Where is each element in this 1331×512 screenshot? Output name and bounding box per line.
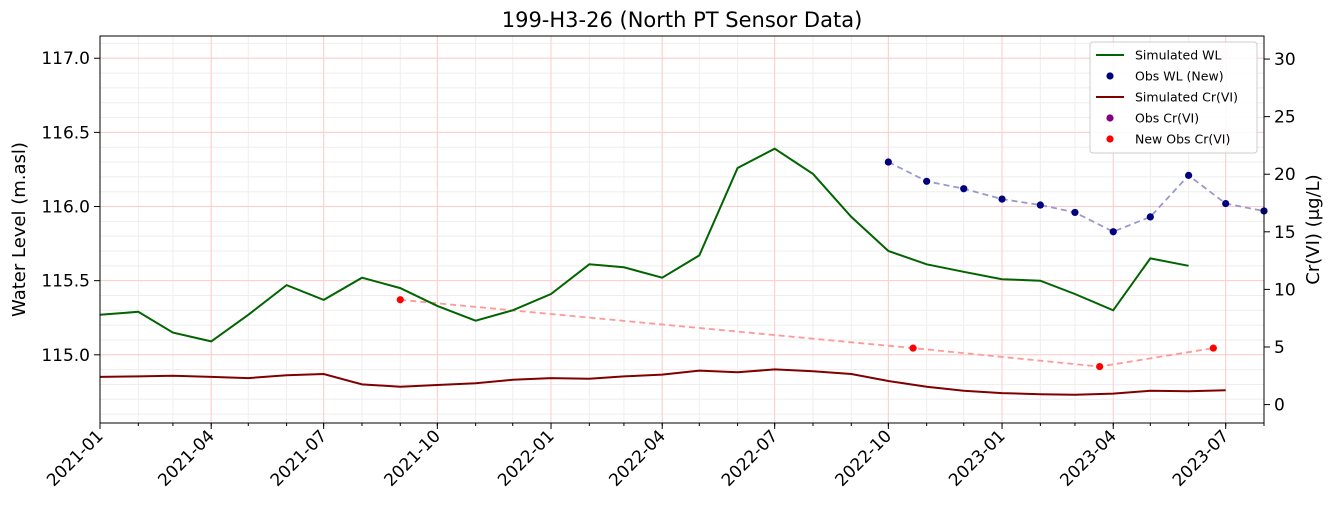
legend-label: Simulated Cr(VI): [1135, 90, 1238, 105]
data-point: [1146, 213, 1154, 221]
data-point: [1222, 199, 1230, 208]
x-tick-label: 2023-07: [1169, 426, 1233, 490]
data-point: [396, 296, 404, 304]
legend: Simulated WL Obs WL (New) Simulated Cr(VI)…: [1089, 41, 1258, 154]
legend-box: [1089, 41, 1258, 154]
y-right-tick-label: 25: [1274, 108, 1296, 128]
x-tick-label: 2022-10: [832, 426, 896, 490]
legend-label: New Obs Cr(VI): [1135, 132, 1230, 147]
legend-label: Obs WL (New): [1135, 69, 1224, 84]
y-left-tick-label: 116.0: [41, 198, 90, 218]
y-right-tick-label: 0: [1274, 396, 1285, 416]
x-tick-label: 2023-01: [945, 426, 1009, 490]
legend-label: Obs Cr(VI): [1135, 111, 1199, 126]
y-right-tick-label: 10: [1274, 280, 1296, 300]
legend-label: Simulated WL: [1135, 48, 1221, 63]
y-right-tick-label: 30: [1274, 50, 1296, 70]
legend-swatch-dot: [1106, 72, 1114, 80]
data-point: [960, 185, 968, 193]
y-right-tick-label: 15: [1274, 223, 1296, 243]
legend-swatch-dot: [1106, 135, 1114, 143]
grid: [99, 36, 1265, 423]
x-tick-label: 2022-07: [718, 426, 782, 490]
x-tick-label: 2023-04: [1056, 426, 1120, 490]
plot-series: [99, 147, 1268, 396]
series-line: [99, 368, 1226, 396]
x-tick-label: 2021-01: [43, 426, 107, 490]
data-point: [1071, 208, 1079, 217]
x-tick-label: 2021-04: [154, 426, 218, 490]
plot-frame: [99, 35, 1265, 424]
data-point: [998, 195, 1006, 203]
x-tick-label: 2021-10: [381, 426, 445, 490]
legend-swatch-dot: [1106, 114, 1114, 122]
y-right-tick-label: 5: [1274, 338, 1285, 358]
data-point: [1096, 362, 1104, 371]
data-point: [1209, 344, 1217, 352]
y-axis-right-label: Cr(VI) (μg/L): [1303, 174, 1324, 284]
x-tick-label: 2022-04: [605, 426, 669, 490]
x-tick-label: 2021-07: [267, 426, 331, 490]
y-axis-left-label: Water Level (m.asl): [9, 142, 30, 317]
y-left-tick-label: 116.5: [41, 123, 90, 143]
series-line: [99, 147, 1189, 343]
data-point: [923, 177, 931, 185]
y-left-tick-label: 115.5: [41, 272, 90, 292]
series-line: [400, 298, 1214, 368]
y-right-tick-label: 20: [1274, 165, 1296, 185]
data-point: [884, 158, 892, 166]
x-tick-label: 2022-01: [494, 426, 558, 490]
y-left-tick-label: 117.0: [41, 49, 90, 69]
data-point: [909, 344, 917, 352]
data-point: [1185, 171, 1193, 179]
data-point: [1036, 201, 1044, 209]
data-point: [1109, 228, 1117, 236]
y-left-tick-label: 115.0: [41, 346, 90, 366]
chart-title: 199-H3-26 (North PT Sensor Data): [502, 8, 863, 32]
